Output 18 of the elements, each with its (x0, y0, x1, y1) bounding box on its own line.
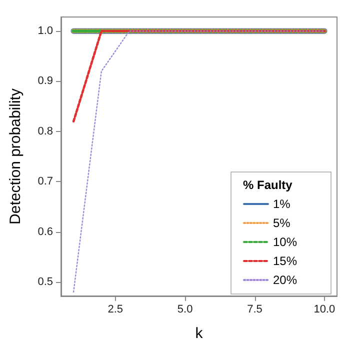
y-axis-title: Detection probability (7, 88, 24, 224)
x-tick-label: 5.0 (177, 304, 193, 316)
legend-label: 5% (273, 216, 291, 230)
x-tick-label: 7.5 (247, 304, 262, 316)
x-tick-label: 2.5 (108, 304, 124, 316)
legend-label: 15% (273, 254, 298, 268)
x-axis-title: k (195, 325, 204, 342)
x-tick-label: 10.0 (314, 304, 336, 316)
y-tick-label: 0.6 (38, 226, 53, 238)
y-tick-label: 1.0 (38, 25, 53, 38)
legend-label: 20% (273, 273, 298, 287)
y-tick-label: 0.5 (38, 276, 53, 288)
legend-label: 1% (273, 197, 291, 211)
y-tick-label: 0.8 (38, 125, 53, 138)
y-tick-label: 0.7 (38, 176, 53, 188)
legend-title: % Faulty (243, 178, 293, 192)
y-tick-label: 0.9 (38, 75, 53, 88)
legend-label: 10% (273, 235, 298, 249)
